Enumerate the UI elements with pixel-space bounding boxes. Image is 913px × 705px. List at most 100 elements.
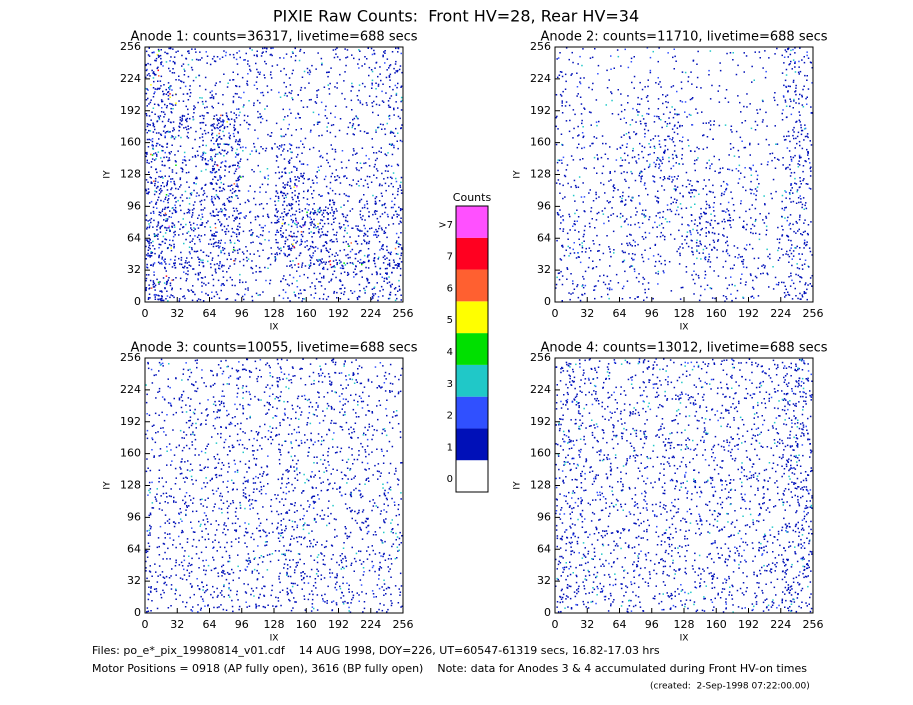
count-dot: [152, 286, 155, 288]
count-dot: [332, 124, 335, 126]
count-dot: [199, 224, 202, 226]
count-dot: [658, 143, 661, 146]
count-dot: [156, 120, 158, 123]
count-dot: [184, 297, 186, 300]
count-dot: [709, 243, 711, 246]
count-dot: [561, 283, 564, 286]
count-dot: [232, 100, 235, 102]
count-dot: [580, 196, 583, 198]
count-dot: [190, 192, 193, 194]
count-dot: [572, 280, 574, 282]
count-dot: [310, 211, 312, 213]
count-dot: [244, 288, 247, 290]
count-dot: [165, 270, 167, 272]
count-dot: [556, 276, 558, 279]
count-dot: [360, 249, 362, 252]
count-dot: [803, 291, 806, 293]
count-dot: [714, 220, 716, 222]
count-dot: [717, 222, 720, 225]
count-dot: [162, 235, 165, 238]
count-dot: [251, 49, 253, 51]
count-dot: [336, 262, 338, 264]
count-dot: [741, 273, 743, 275]
count-dot: [559, 52, 561, 54]
count-dot: [344, 229, 346, 232]
count-dot: [394, 247, 397, 250]
count-dot: [397, 115, 400, 118]
count-dot: [197, 604, 199, 606]
count-dot: [382, 244, 384, 246]
count-dot: [807, 224, 810, 226]
count-dot: [627, 244, 629, 247]
count-dot: [768, 212, 770, 215]
count-dot: [237, 228, 239, 231]
count-dot: [168, 175, 170, 178]
count-dot: [342, 265, 344, 267]
count-dot: [589, 226, 591, 228]
count-dot: [339, 118, 342, 120]
count-dot: [363, 206, 366, 209]
count-dot: [201, 281, 203, 284]
count-dot: [593, 156, 596, 159]
count-dot: [200, 224, 203, 226]
count-dot: [325, 206, 327, 208]
count-dot: [204, 276, 206, 278]
count-dot: [188, 186, 190, 188]
count-dot: [149, 254, 152, 257]
count-dot: [290, 249, 292, 252]
count-dot: [191, 291, 194, 293]
count-dot: [182, 266, 184, 269]
count-dot: [386, 58, 389, 60]
count-dot: [153, 588, 156, 590]
count-dot: [291, 90, 293, 92]
count-dot: [351, 292, 354, 294]
count-dot: [166, 290, 168, 292]
count-dot: [194, 106, 196, 109]
count-dot: [299, 275, 301, 277]
count-dot: [640, 180, 642, 183]
count-dot: [193, 189, 195, 192]
count-dot: [583, 233, 585, 236]
count-dot: [236, 52, 238, 54]
count-dot: [671, 106, 673, 108]
count-dot: [225, 51, 227, 54]
count-dot: [790, 239, 792, 242]
count-dot: [574, 113, 576, 116]
count-dot: [395, 253, 398, 255]
count-dot: [368, 95, 371, 97]
count-dot: [564, 88, 567, 90]
count-dot: [148, 242, 150, 245]
count-dot: [585, 167, 587, 170]
count-dot: [226, 279, 228, 282]
count-dot: [310, 231, 312, 233]
count-dot: [220, 284, 223, 287]
count-dot: [627, 66, 630, 69]
count-dot: [160, 62, 162, 64]
count-dot: [365, 162, 367, 164]
count-dot: [317, 166, 320, 168]
count-dot: [756, 174, 759, 177]
count-dot: [800, 156, 802, 159]
count-dot: [295, 219, 297, 222]
count-dot: [633, 131, 635, 133]
count-dot: [560, 159, 563, 161]
count-dot: [774, 92, 776, 94]
density-cell: [555, 112, 585, 139]
count-dot: [323, 86, 326, 88]
count-dot: [170, 188, 172, 191]
count-dot: [280, 227, 282, 229]
count-dot: [629, 233, 631, 236]
count-dot: [336, 82, 338, 84]
count-dot: [796, 222, 798, 224]
count-dot: [256, 99, 259, 102]
count-dot: [803, 208, 805, 210]
count-dot: [223, 284, 225, 286]
count-dot: [219, 117, 221, 119]
count-dot: [652, 255, 655, 257]
count-dot: [300, 128, 302, 130]
count-dot: [231, 284, 234, 287]
count-dot: [183, 295, 185, 297]
count-dot: [379, 73, 381, 75]
count-dot: [386, 236, 388, 239]
count-dot: [691, 98, 693, 100]
